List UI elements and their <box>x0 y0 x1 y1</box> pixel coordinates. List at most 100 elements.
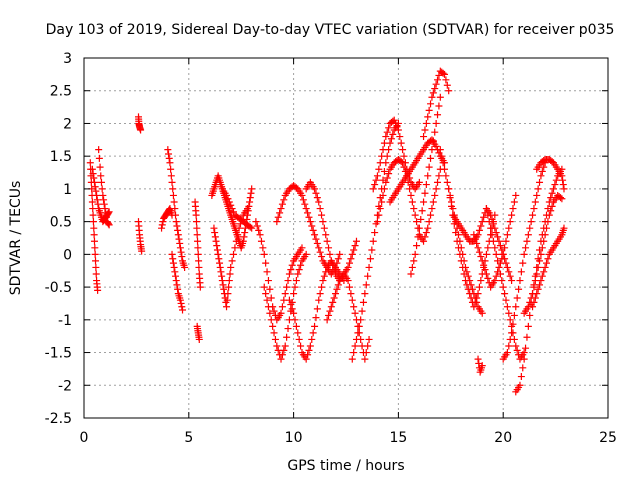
data-point-arc-19 <box>332 290 340 298</box>
data-point-arc-35 <box>545 211 553 219</box>
data-point-arc-19 <box>333 285 341 293</box>
data-point-arc-07 <box>167 165 175 173</box>
data-point-arc-12 <box>214 250 222 258</box>
x-axis-label: GPS time / hours <box>287 458 404 474</box>
data-point-arc-19 <box>365 335 373 343</box>
data-point-arc-14 <box>264 277 272 285</box>
data-point-arc-27 <box>453 237 461 245</box>
data-point-arc-26 <box>436 146 444 154</box>
data-point-arc-31 <box>482 205 490 213</box>
data-point-arc-02 <box>93 191 101 199</box>
data-point-arc-21 <box>400 152 408 160</box>
data-point-arc-14 <box>262 259 270 267</box>
data-point-arc-30 <box>473 239 481 247</box>
data-point-arc-19 <box>350 303 358 311</box>
data-point-arc-12 <box>216 259 224 267</box>
data-point-arc-12 <box>223 303 231 311</box>
data-point-arc-19 <box>344 277 352 285</box>
data-point-arc-03 <box>105 221 113 229</box>
data-point-arc-03 <box>99 191 107 199</box>
data-point-arc-18 <box>320 224 328 232</box>
data-point-arc-17 <box>306 342 314 350</box>
data-point-arc-16 <box>306 218 314 226</box>
data-point-arc-14 <box>277 309 285 317</box>
data-point-arc-08 <box>173 281 181 289</box>
data-point-arc-20 <box>365 263 373 271</box>
data-point-arc-12 <box>224 290 232 298</box>
data-point-arc-32 <box>530 205 538 213</box>
data-point-arc-05 <box>138 247 146 255</box>
x-tick-label: 5 <box>184 430 193 446</box>
data-point-arc-07 <box>176 239 184 247</box>
data-point-arc-07 <box>169 185 177 193</box>
data-point-arc-36 <box>538 272 546 280</box>
data-point-arc-22 <box>373 218 381 226</box>
data-point-arc-32 <box>520 250 528 258</box>
data-point-arc-16 <box>308 222 316 230</box>
data-point-arc-17 <box>315 296 323 304</box>
data-point-arc-33 <box>526 311 534 319</box>
data-point-arc-02 <box>88 165 96 173</box>
data-point-arc-36 <box>531 294 539 302</box>
data-point-arc-09 <box>195 263 203 271</box>
y-tick-label: -0.5 <box>45 280 72 296</box>
data-point-arc-20 <box>361 290 369 298</box>
data-point-arc-32 <box>513 294 521 302</box>
data-point-arc-15 <box>267 316 275 324</box>
data-point-arc-14 <box>252 218 260 226</box>
data-point-arc-15 <box>277 355 285 363</box>
data-point-arc-18 <box>315 198 323 206</box>
data-point-arc-04 <box>137 126 145 134</box>
data-point-arc-31 <box>489 237 497 245</box>
data-point-arc-27 <box>461 277 469 285</box>
y-tick-label: -1 <box>58 313 72 329</box>
data-point-arc-08 <box>172 277 180 285</box>
data-point-arc-12 <box>228 257 236 265</box>
data-point-arc-32 <box>538 167 546 175</box>
data-point-arc-15 <box>290 290 298 298</box>
data-point-arc-21 <box>392 119 400 127</box>
y-tick-label: 0.5 <box>50 215 72 231</box>
data-point-arc-30 <box>498 255 506 263</box>
data-point-arc-24 <box>431 128 439 136</box>
data-point-arc-02 <box>92 187 100 195</box>
data-point-arc-33 <box>522 344 530 352</box>
data-point-arc-32 <box>517 268 525 276</box>
data-point-arc-19 <box>348 296 356 304</box>
data-point-arc-16 <box>277 205 285 213</box>
data-point-arc-27 <box>445 185 453 193</box>
data-point-arc-24 <box>422 181 430 189</box>
data-point-arc-12 <box>217 268 225 276</box>
y-tick-label: 0 <box>63 247 72 263</box>
data-point-arc-14 <box>278 303 286 311</box>
data-point-arc-24 <box>413 242 421 250</box>
data-point-arc-33 <box>520 355 528 363</box>
data-point-arc-25 <box>439 69 447 77</box>
data-point-arc-24 <box>428 146 436 154</box>
data-point-arc-16 <box>280 196 288 204</box>
data-point-arc-16 <box>301 200 309 208</box>
y-tick-label: 2 <box>63 116 72 132</box>
data-point-arc-17 <box>288 305 296 313</box>
data-point-arc-07 <box>181 263 189 271</box>
data-point-arc-09 <box>193 231 201 239</box>
data-point-arc-18 <box>313 194 321 202</box>
data-point-arc-14 <box>260 250 268 258</box>
data-point-arc-19 <box>330 294 338 302</box>
data-point-arc-27 <box>471 298 479 306</box>
data-point-arc-22 <box>431 191 439 199</box>
data-point-arc-21 <box>369 185 377 193</box>
data-point-arc-06 <box>159 218 167 226</box>
data-points <box>86 67 568 396</box>
data-point-arc-27 <box>446 194 454 202</box>
data-point-arc-18 <box>329 261 337 269</box>
data-point-arc-12 <box>215 255 223 263</box>
data-point-arc-17 <box>318 283 326 291</box>
data-point-arc-29 <box>474 355 482 363</box>
data-point-arc-21 <box>383 128 391 136</box>
data-point-arc-21 <box>390 116 398 124</box>
data-point-arc-31 <box>485 218 493 226</box>
data-point-arc-24 <box>434 111 442 119</box>
y-tick-label: -1.5 <box>45 346 72 362</box>
data-point-arc-03 <box>97 172 105 180</box>
